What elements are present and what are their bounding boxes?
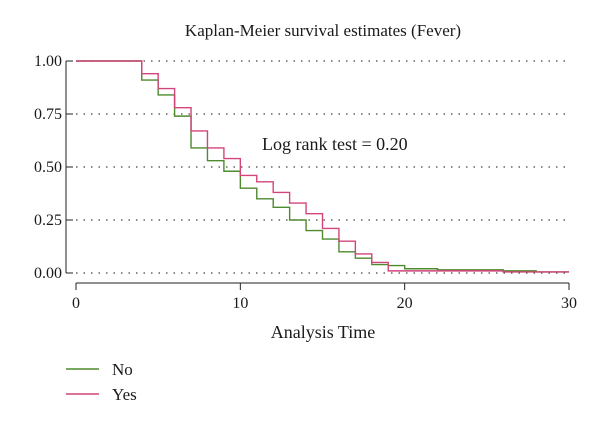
legend: No Yes (66, 360, 137, 404)
series-no-line (76, 60, 569, 273)
x-tick-label: 0 (72, 295, 80, 312)
x-tick-label: 10 (232, 295, 248, 312)
y-tick-label: 0.75 (34, 106, 62, 123)
y-tick-label: 0.00 (34, 265, 62, 282)
series-group (76, 60, 569, 273)
legend-label-yes: Yes (112, 385, 137, 404)
axes: 0.00 0.25 0.50 0.75 1.00 0 10 20 30 (34, 53, 577, 312)
series-yes-line (76, 60, 569, 273)
legend-label-no: No (112, 360, 133, 379)
gridlines (76, 60, 571, 274)
x-tick-label: 30 (561, 295, 577, 312)
log-rank-annotation: Log rank test = 0.20 (262, 134, 408, 154)
chart-title: Kaplan-Meier survival estimates (Fever) (185, 21, 461, 40)
y-tick-label: 1.00 (34, 53, 62, 70)
y-tick-label: 0.50 (34, 159, 62, 176)
y-tick-label: 0.25 (34, 212, 62, 229)
x-axis-label: Analysis Time (271, 322, 376, 342)
x-tick-label: 20 (397, 295, 413, 312)
